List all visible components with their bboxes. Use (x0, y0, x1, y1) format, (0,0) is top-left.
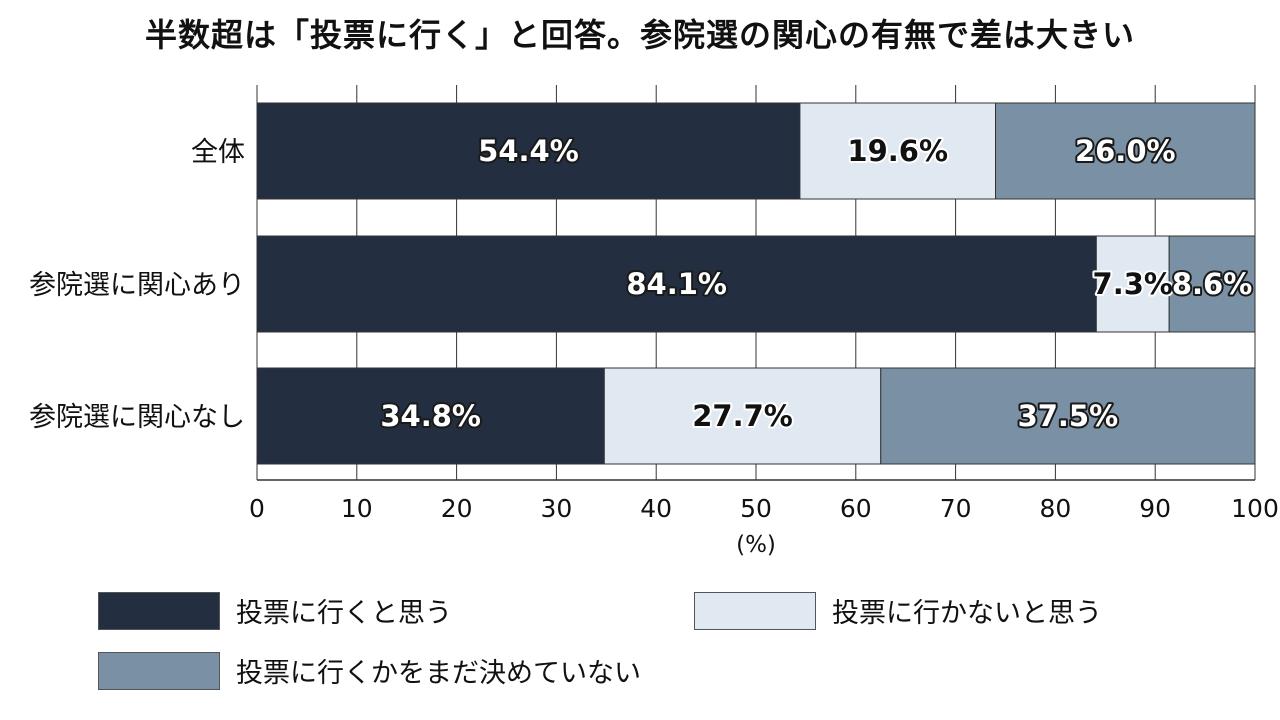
legend-swatch (98, 651, 220, 690)
x-tick-label: 50 (740, 494, 772, 523)
x-tick-label: 0 (249, 494, 265, 523)
chart-title: 半数超は「投票に行く」と回答。参院選の関心の有無で差は大きい (144, 16, 1135, 54)
legend-label: 投票に行くと思う (236, 598, 452, 629)
category-label: 参院選に関心なし (29, 402, 245, 433)
category-label: 参院選に関心あり (29, 270, 245, 301)
legend-label: 投票に行かないと思う (832, 598, 1102, 629)
data-label: 26.0% (1075, 134, 1176, 168)
bar-segment (880, 367, 1256, 465)
x-tick-label: 80 (1039, 494, 1071, 523)
legend-label: 投票に行くかをまだ決めていない (236, 658, 641, 689)
x-tick-label: 40 (640, 494, 672, 523)
x-tick-label: 10 (341, 494, 373, 523)
x-axis-label: (%) (736, 532, 776, 558)
data-label: 19.6% (847, 134, 948, 168)
bar-segment (1095, 235, 1170, 333)
data-label: 37.5% (1018, 399, 1119, 433)
data-label: 8.6% (1172, 267, 1252, 301)
data-label: 7.3% (1093, 267, 1173, 301)
bar-segment (256, 235, 1097, 333)
x-tick-label: 30 (540, 494, 572, 523)
bar-segment (603, 367, 882, 465)
legend-item: 投票に行かないと思う (694, 591, 1102, 630)
legend-item: 投票に行くと思う (98, 591, 452, 630)
x-tick-label: 20 (441, 494, 473, 523)
x-tick-label: 70 (940, 494, 972, 523)
bar-segment (1168, 235, 1256, 333)
data-label: 84.1% (626, 267, 727, 301)
bar-segment (256, 367, 605, 465)
category-label: 全体 (191, 137, 245, 168)
legend-item: 投票に行くかをまだ決めていない (98, 651, 641, 690)
data-label: 27.7% (692, 399, 793, 433)
x-tick-label: 100 (1231, 494, 1279, 523)
x-tick-label: 90 (1139, 494, 1171, 523)
x-tick-label: 60 (840, 494, 872, 523)
bar-segment (995, 102, 1256, 200)
data-label: 34.8% (380, 399, 481, 433)
data-label: 54.4% (478, 134, 579, 168)
legend-swatch (694, 591, 816, 630)
legend-swatch (98, 591, 220, 630)
